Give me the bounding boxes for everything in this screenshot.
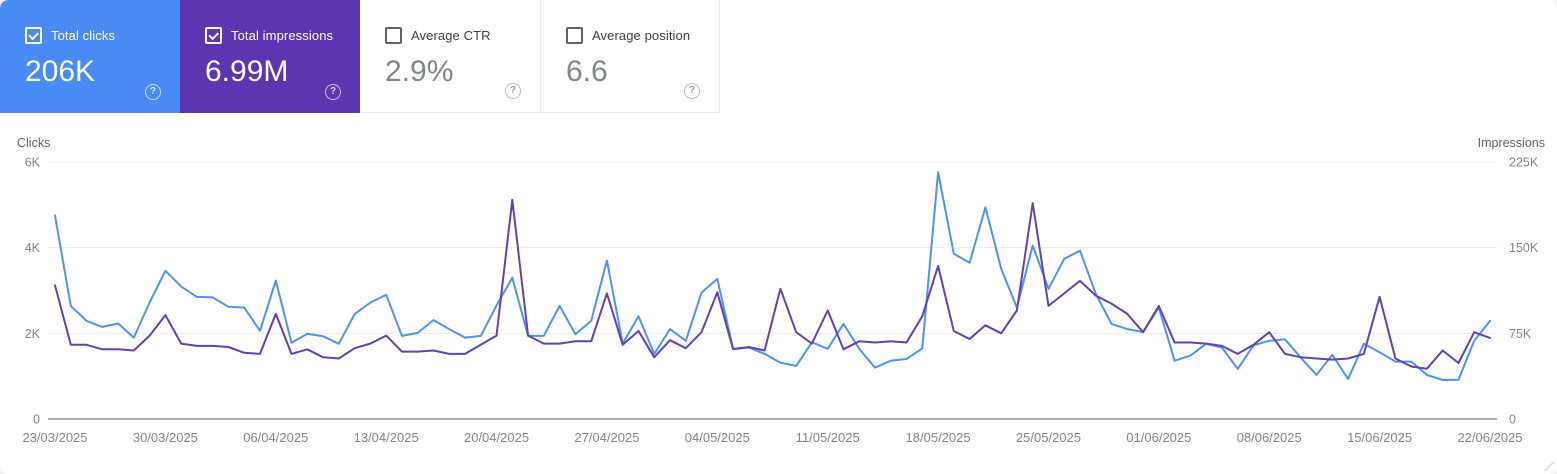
metric-cards-row: Total clicks 206K ? Total impressions 6.… [0,0,1557,113]
resize-handle[interactable] [1542,459,1554,471]
help-icon[interactable]: ? [505,83,521,99]
right-axis-title: Impressions [1477,136,1545,150]
x-axis-date-label: 11/05/2025 [796,430,860,445]
right-axis-tick: 0 [1509,413,1516,427]
help-icon[interactable]: ? [325,84,341,100]
x-axis-date-label: 25/05/2025 [1016,430,1081,445]
x-axis-date-label: 13/04/2025 [354,430,419,445]
x-axis-date-label: 22/06/2025 [1457,430,1522,445]
card-label: Total clicks [51,28,116,43]
x-axis-date-label: 27/04/2025 [574,430,639,445]
average-ctr-card[interactable]: Average CTR 2.9% ? [360,0,540,113]
card-label: Average position [592,28,691,43]
checkbox-unchecked-icon[interactable] [566,27,583,44]
total-impressions-card[interactable]: Total impressions 6.99M ? [180,0,360,113]
checkbox-checked-icon[interactable] [205,27,222,44]
left-axis-tick: 0 [33,413,40,427]
x-axis-date-label: 01/06/2025 [1126,430,1191,445]
x-axis-date-label: 04/05/2025 [685,430,750,445]
x-axis-date-label: 08/06/2025 [1237,430,1302,445]
impressions-line [54,198,1491,370]
right-axis-tick: 150K [1509,241,1539,255]
left-axis-title: Clicks [17,136,51,150]
x-axis-date-label: 06/04/2025 [243,430,308,445]
help-icon[interactable]: ? [684,83,700,99]
left-axis-tick: 2K [25,327,41,341]
total-impressions-value: 6.99M [205,55,289,88]
total-clicks-card[interactable]: Total clicks 206K ? [0,0,180,113]
checkbox-checked-icon[interactable] [25,27,42,44]
help-icon[interactable]: ? [145,84,161,100]
x-axis-date-label: 18/05/2025 [906,430,971,445]
x-axis-date-label: 15/06/2025 [1347,430,1412,445]
x-axis-date-label: 23/03/2025 [22,430,87,445]
right-axis-tick: 225K [1509,156,1539,170]
average-position-card[interactable]: Average position 6.6 ? [540,0,720,113]
card-label: Total impressions [231,28,334,43]
card-label: Average CTR [411,28,491,43]
total-clicks-value: 206K [25,55,96,88]
average-position-value: 6.6 [566,55,608,88]
x-axis-date-label: 30/03/2025 [133,430,198,445]
checkbox-unchecked-icon[interactable] [385,27,402,44]
clicks-line [54,171,1491,381]
left-axis-tick: 6K [25,156,41,170]
right-axis-tick: 75K [1509,327,1532,341]
left-axis-tick: 4K [25,241,41,255]
x-axis-date-label: 20/04/2025 [464,430,529,445]
average-ctr-value: 2.9% [385,55,454,88]
